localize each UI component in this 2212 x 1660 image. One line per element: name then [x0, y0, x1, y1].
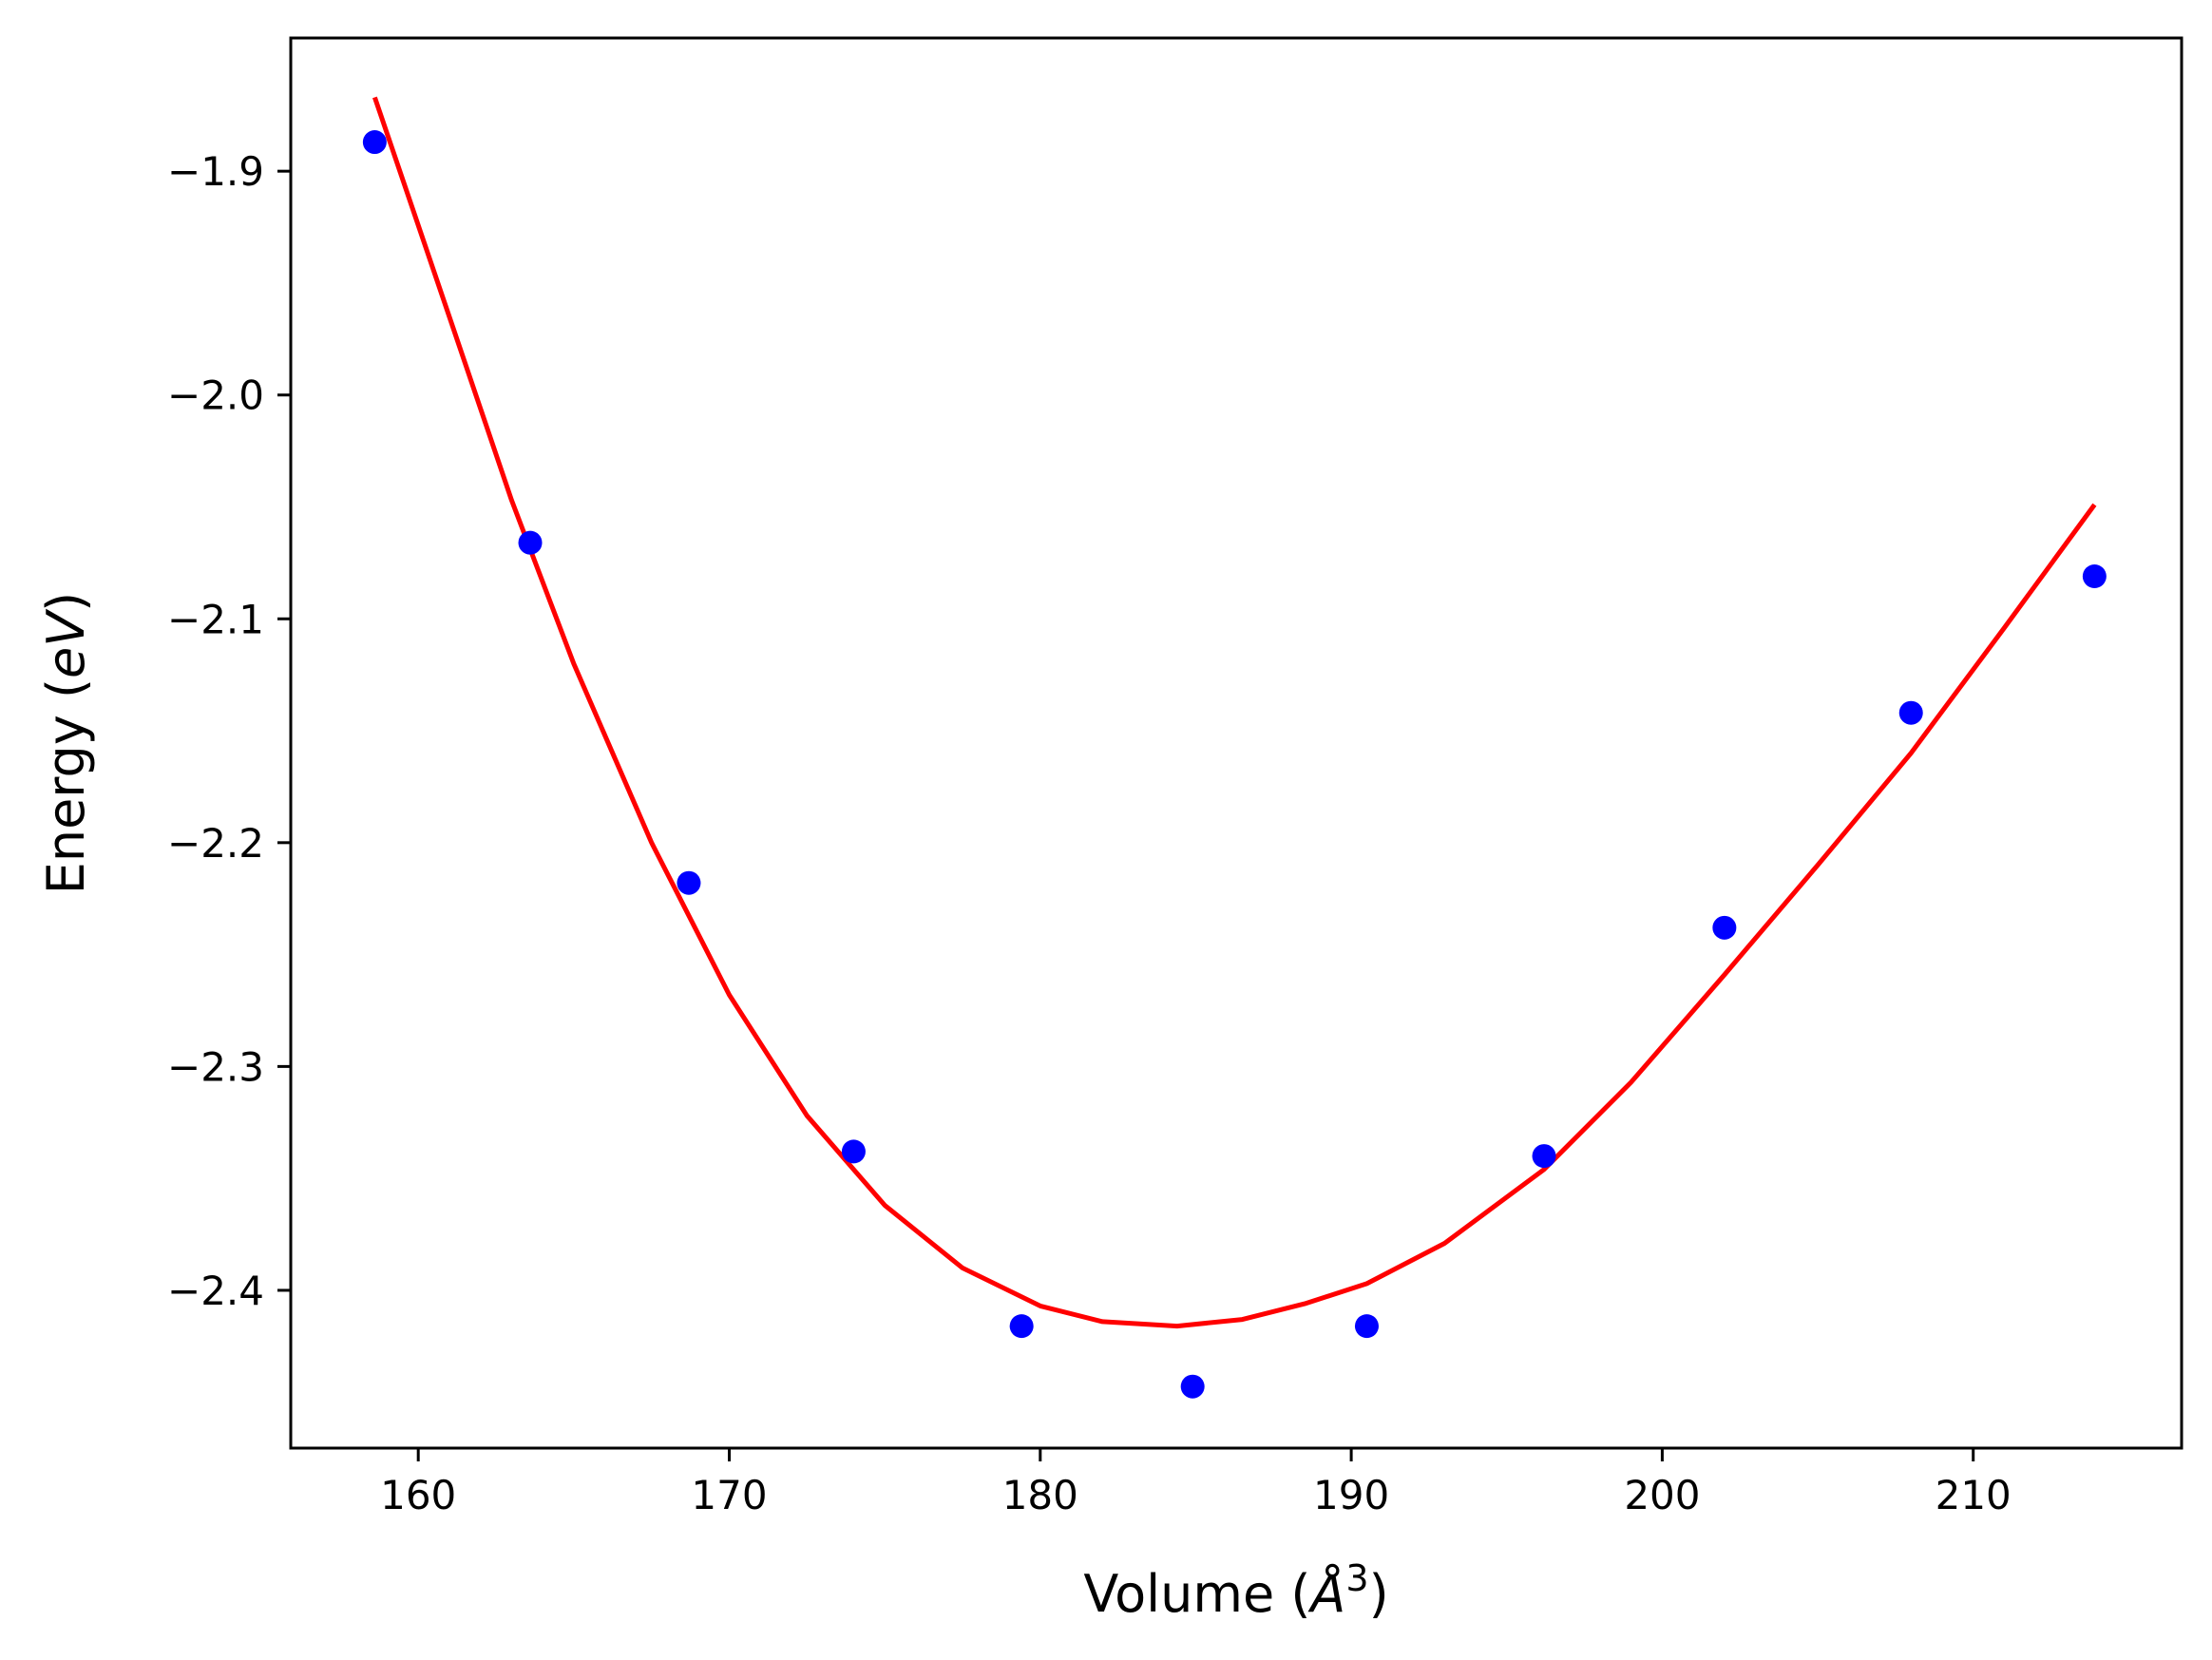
data-point: [1354, 1314, 1379, 1339]
y-tick-label: −2.3: [167, 1043, 264, 1090]
x-tick-label: 170: [691, 1472, 767, 1518]
plot-layer: [362, 96, 2107, 1399]
data-point: [2082, 564, 2107, 589]
x-tick-label: 200: [1624, 1472, 1700, 1518]
y-tick-label: −2.4: [167, 1268, 264, 1314]
y-tick-label: −2.1: [167, 596, 264, 642]
data-point: [1180, 1374, 1205, 1399]
data-point: [362, 130, 387, 155]
x-axis-label: Volume (Å3): [1083, 1557, 1388, 1624]
y-tick-label: −1.9: [167, 148, 264, 195]
fit-curve-line: [372, 96, 2097, 1329]
data-point: [841, 1139, 866, 1164]
y-tick-label: −2.0: [167, 372, 264, 419]
ticks-layer: 160 170 180 190 200 210 −1.9 −2.0 −2.1 −2.2 −2.3 −2…: [167, 148, 2012, 1518]
data-point: [518, 530, 543, 555]
data-point: [677, 870, 701, 895]
x-tick-label: 180: [1002, 1472, 1078, 1518]
x-tick-label: 190: [1313, 1472, 1389, 1518]
data-point: [1898, 700, 1923, 725]
data-point: [1712, 915, 1737, 940]
plot-frame: [289, 36, 2183, 1450]
x-tick-label: 210: [1936, 1472, 2012, 1518]
y-axis-label: Energy (eV): [36, 592, 96, 895]
x-tick-label: 160: [380, 1472, 456, 1518]
data-point: [1532, 1144, 1556, 1169]
y-tick-label: −2.2: [167, 820, 264, 867]
data-point: [1009, 1314, 1034, 1339]
